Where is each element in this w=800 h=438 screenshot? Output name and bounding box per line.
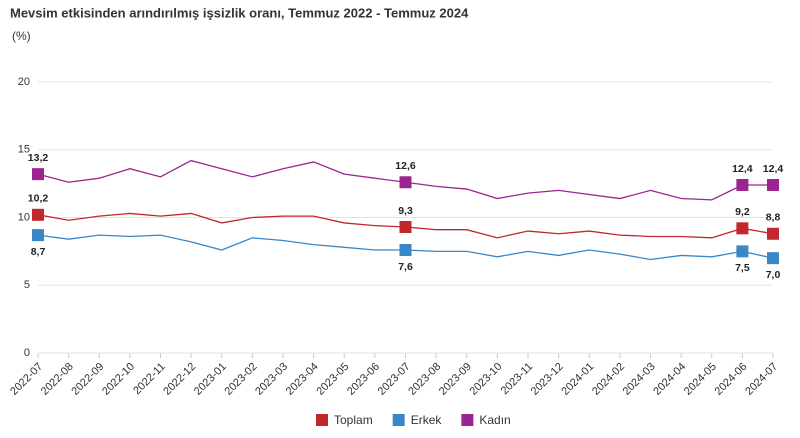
x-tick-label: 2023-12 — [529, 361, 566, 398]
x-tick-label: 2023-08 — [406, 361, 443, 398]
value-label: 13,2 — [28, 152, 49, 164]
value-label: 7,5 — [735, 262, 750, 274]
value-label: 7,0 — [766, 269, 781, 281]
point-marker — [736, 245, 749, 258]
point-marker — [736, 178, 749, 191]
legend-label: Erkek — [411, 413, 443, 427]
x-tick-label: 2022-08 — [39, 361, 76, 398]
y-tick-label: 15 — [18, 144, 30, 156]
value-label: 8,8 — [766, 212, 781, 224]
point-marker — [767, 227, 779, 240]
point-marker — [736, 222, 749, 235]
x-tick-label: 2024-07 — [743, 361, 780, 398]
legend-label: Toplam — [334, 413, 373, 427]
x-tick-label: 2024-06 — [713, 361, 750, 398]
value-label: 8,7 — [31, 246, 46, 258]
y-axis-label: (%) — [12, 29, 31, 43]
x-tick-label: 2024-05 — [682, 361, 719, 398]
x-tick-label: 2023-09 — [437, 361, 474, 398]
point-marker — [399, 244, 412, 257]
value-label: 9,3 — [398, 205, 413, 217]
x-tick-label: 2023-02 — [223, 361, 260, 398]
chart-title: Mevsim etkisinden arındırılmış işsizlik … — [10, 5, 469, 20]
x-tick-label: 2023-03 — [253, 361, 290, 398]
y-tick-label: 5 — [24, 279, 30, 291]
x-tick-label: 2024-02 — [590, 361, 627, 398]
point-marker — [32, 208, 44, 221]
point-marker — [32, 229, 44, 242]
x-tick-label: 2023-05 — [314, 361, 351, 398]
x-tick-label: 2022-12 — [161, 361, 198, 398]
x-tick-label: 2024-04 — [651, 361, 688, 398]
x-tick-label: 2024-03 — [621, 361, 658, 398]
legend-item[interactable]: Erkek — [392, 413, 443, 427]
x-tick-label: 2023-10 — [468, 361, 505, 398]
value-label: 9,2 — [735, 206, 750, 218]
legend-swatch — [316, 414, 328, 426]
y-tick-label: 20 — [18, 76, 30, 88]
x-tick-label: 2022-07 — [8, 361, 45, 398]
legend-swatch — [461, 414, 474, 426]
legend-item[interactable]: Toplam — [316, 413, 373, 427]
x-tick-label: 2023-07 — [376, 361, 413, 398]
legend-item[interactable]: Kadın — [461, 413, 511, 427]
x-tick-label: 2023-06 — [345, 361, 382, 398]
point-marker — [32, 168, 44, 181]
point-marker — [399, 220, 412, 233]
value-label: 7,6 — [398, 261, 413, 273]
x-tick-label: 2023-04 — [284, 361, 321, 398]
value-label: 12,6 — [395, 160, 416, 172]
value-label: 12,4 — [732, 163, 753, 175]
value-label: 10,2 — [28, 193, 49, 205]
x-tick-label: 2022-09 — [69, 361, 106, 398]
x-tick-label: 2022-11 — [131, 361, 167, 397]
x-tick-label: 2023-01 — [192, 361, 229, 398]
x-tick-label: 2022-10 — [100, 361, 137, 398]
y-tick-label: 0 — [24, 347, 30, 359]
x-tick-label: 2023-11 — [499, 361, 535, 397]
x-tick-label: 2024-01 — [559, 361, 596, 398]
legend-label: Kadın — [479, 413, 510, 427]
point-marker — [767, 252, 779, 265]
value-label: 12,4 — [763, 163, 784, 175]
legend-swatch — [392, 414, 405, 426]
y-tick-label: 10 — [18, 211, 30, 223]
point-marker — [767, 178, 779, 191]
point-marker — [399, 176, 412, 189]
